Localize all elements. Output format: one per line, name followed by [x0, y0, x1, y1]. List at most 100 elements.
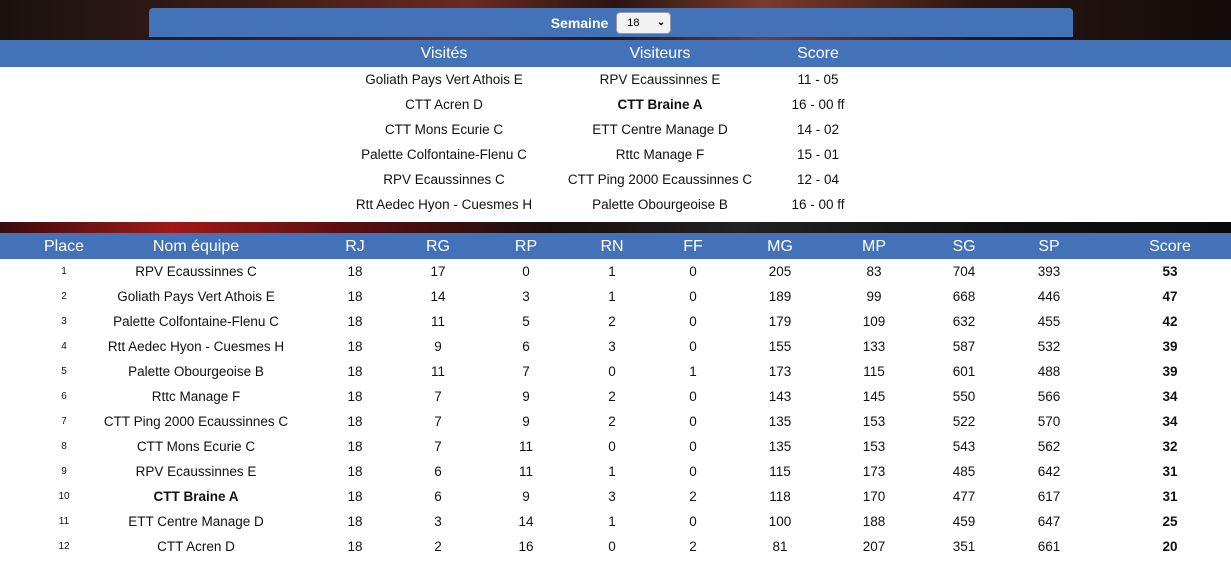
row-team: RPV Ecaussinnes E: [135, 464, 257, 479]
row-team: Palette Colfontaine-Flenu C: [113, 314, 279, 329]
row-ff: 0: [689, 439, 697, 454]
match-away-team: ETT Centre Manage D: [592, 122, 728, 137]
row-score: 31: [1162, 464, 1178, 479]
row-rg: 9: [434, 339, 442, 354]
row-ff: 0: [689, 339, 697, 354]
week-select-value: 18: [627, 16, 640, 29]
col-mp: MP: [862, 238, 886, 255]
match-row: Palette Colfontaine-Flenu C Rttc Manage F…: [0, 142, 1231, 167]
table-row: 8 CTT Mons Ecurie C 18 7 11 0 0 135 153 543 562 32: [0, 434, 1231, 459]
row-mp: 207: [862, 539, 886, 554]
row-team: ETT Centre Manage D: [128, 514, 264, 529]
match-row: RPV Ecaussinnes C CTT Ping 2000 Ecaussinn…: [0, 167, 1231, 192]
week-label: Semaine: [550, 14, 609, 31]
row-rp: 7: [522, 364, 530, 379]
week-select[interactable]: 18 ⌄: [616, 11, 672, 34]
table-row: 4 Rtt Aedec Hyon - Cuesmes H 18 9 6 3 0 155 133 5…: [0, 334, 1231, 359]
row-ff: 0: [689, 264, 697, 279]
col-sg: SG: [952, 238, 976, 255]
row-rp: 6: [522, 339, 530, 354]
row-place: 5: [61, 366, 67, 377]
col-score: Score: [1149, 238, 1191, 255]
row-rn: 0: [608, 439, 616, 454]
row-sp: 570: [1037, 414, 1061, 429]
match-away-team: RPV Ecaussinnes E: [599, 72, 721, 87]
row-team: Goliath Pays Vert Athois E: [117, 289, 275, 304]
row-place: 1: [61, 266, 67, 277]
row-rp: 3: [522, 289, 530, 304]
row-rp: 16: [518, 539, 534, 554]
row-rj: 18: [347, 339, 363, 354]
row-rg: 7: [434, 439, 442, 454]
row-sg: 485: [952, 464, 976, 479]
row-sg: 543: [952, 439, 976, 454]
row-mg: 135: [768, 414, 792, 429]
row-mp: 133: [862, 339, 886, 354]
row-sg: 351: [952, 539, 976, 554]
row-ff: 0: [689, 414, 697, 429]
row-sg: 459: [952, 514, 976, 529]
row-rg: 7: [434, 414, 442, 429]
row-rn: 2: [608, 389, 616, 404]
row-rg: 6: [434, 464, 442, 479]
col-mg: MG: [767, 238, 793, 255]
row-score: 42: [1162, 314, 1178, 329]
row-rg: 11: [430, 314, 446, 329]
row-rj: 18: [347, 464, 363, 479]
table-row: 9 RPV Ecaussinnes E 18 6 11 1 0 115 173 485 642 31: [0, 459, 1231, 484]
col-sp: SP: [1038, 238, 1060, 255]
row-mg: 143: [768, 389, 792, 404]
row-ff: 2: [689, 489, 697, 504]
table-row: 10 CTT Braine A 18 6 9 3 2 118 170 477 617 31: [0, 484, 1231, 509]
row-rj: 18: [347, 314, 363, 329]
row-rp: 11: [518, 439, 534, 454]
row-rp: 11: [518, 464, 534, 479]
row-sp: 617: [1037, 489, 1061, 504]
row-place: 6: [61, 391, 67, 402]
table-row: 2 Goliath Pays Vert Athois E 18 14 3 1 0 189 99 6…: [0, 284, 1231, 309]
row-ff: 0: [689, 314, 697, 329]
matches-list: Goliath Pays Vert Athois E RPV Ecaussinne…: [0, 67, 1231, 222]
row-score: 31: [1162, 489, 1178, 504]
row-mg: 205: [768, 264, 792, 279]
row-score: 39: [1162, 339, 1178, 354]
row-mp: 109: [862, 314, 886, 329]
row-rp: 14: [518, 514, 534, 529]
row-sg: 601: [952, 364, 976, 379]
match-home-team: Goliath Pays Vert Athois E: [365, 72, 523, 87]
row-place: 11: [58, 516, 70, 527]
row-rp: 0: [522, 264, 530, 279]
table-row: 1 RPV Ecaussinnes C 18 17 0 1 0 205 83 704 393 53: [0, 259, 1231, 284]
table-row: 7 CTT Ping 2000 Ecaussinnes C 18 7 9 2 0 135 153…: [0, 409, 1231, 434]
row-team: CTT Mons Ecurie C: [136, 439, 256, 454]
week-selector-bar: Semaine 18 ⌄: [149, 8, 1073, 37]
col-rj: RJ: [345, 238, 365, 255]
row-rn: 0: [608, 364, 616, 379]
match-away-team: Rttc Manage F: [615, 147, 705, 162]
row-rg: 2: [434, 539, 442, 554]
table-row: 5 Palette Obourgeoise B 18 11 7 0 1 173 115 601 48…: [0, 359, 1231, 384]
row-rp: 9: [522, 414, 530, 429]
matches-header-score: Score: [797, 45, 839, 62]
row-sg: 477: [952, 489, 976, 504]
row-rn: 3: [608, 339, 616, 354]
row-score: 32: [1162, 439, 1178, 454]
row-mg: 155: [768, 339, 792, 354]
row-place: 2: [61, 291, 67, 302]
row-rj: 18: [347, 414, 363, 429]
row-rn: 1: [608, 514, 616, 529]
standings-header: Place Nom équipe RJ RG RP RN FF MG MP SG…: [0, 233, 1231, 259]
col-place: Place: [43, 238, 85, 255]
row-mp: 99: [866, 289, 882, 304]
match-row: Rtt Aedec Hyon - Cuesmes H Palette Obourg…: [0, 192, 1231, 217]
row-rg: 3: [434, 514, 442, 529]
match-score: 16 - 00 ff: [791, 197, 845, 212]
table-row: 11 ETT Centre Manage D 18 3 14 1 0 100 188 459 647…: [0, 509, 1231, 534]
row-mp: 173: [862, 464, 886, 479]
match-row: Goliath Pays Vert Athois E RPV Ecaussinne…: [0, 67, 1231, 92]
row-team: RPV Ecaussinnes C: [135, 264, 257, 279]
row-rn: 3: [608, 489, 616, 504]
row-mp: 153: [862, 439, 886, 454]
row-sp: 562: [1037, 439, 1061, 454]
row-ff: 0: [689, 514, 697, 529]
